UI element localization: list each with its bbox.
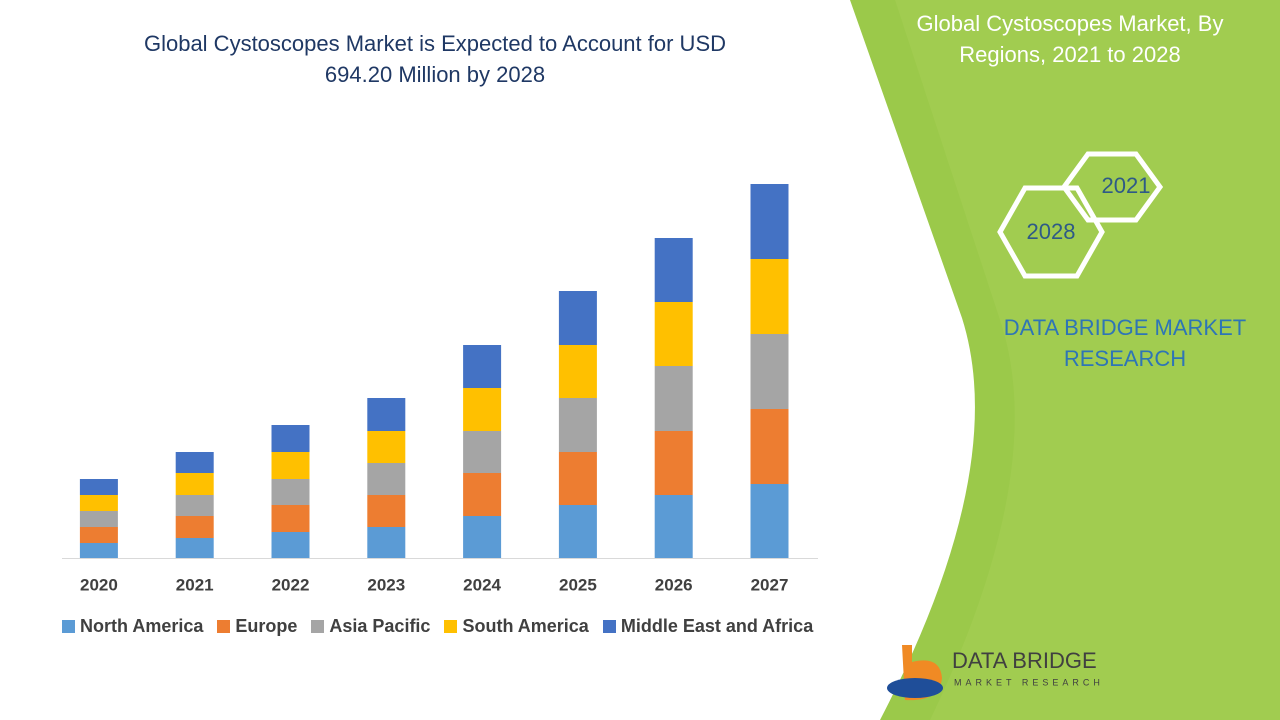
x-tick-label: 2025 — [559, 575, 597, 594]
bar-segment — [175, 495, 214, 516]
hexagon — [997, 185, 1105, 279]
logo-sub: MARKET RESEARCH — [954, 677, 1104, 687]
bar-segment — [175, 473, 214, 495]
legend-label: North America — [80, 616, 204, 636]
bar-segment — [367, 431, 406, 463]
bar-segment — [271, 425, 310, 452]
x-tick-label: 2024 — [463, 575, 501, 594]
x-tick-label: 2021 — [176, 575, 214, 594]
bar-segment — [271, 532, 310, 558]
legend-item: Asia Pacific — [311, 616, 430, 637]
legend-swatch — [602, 620, 616, 633]
brand: DATA BRIDGE MARKET RESEARCH — [1003, 315, 1247, 371]
bar-segment — [750, 484, 789, 558]
green-panel-shade — [895, 0, 1280, 720]
bar-segment — [79, 495, 118, 511]
bar-segment — [79, 479, 118, 495]
bar-segment — [463, 516, 502, 558]
bar-segment — [558, 291, 597, 345]
bar-segment — [271, 452, 310, 479]
panel-title: Global Cystoscopes Market, By Regions, 2… — [916, 11, 1224, 67]
legend-swatch — [311, 620, 325, 633]
bar-segment — [558, 452, 597, 505]
legend-swatch — [444, 620, 458, 633]
hex-label: 2028 — [1027, 219, 1076, 244]
legend-item: North America — [62, 616, 203, 637]
x-tick-label: 2026 — [655, 575, 693, 594]
x-tick-label: 2023 — [367, 575, 405, 594]
bar-segment — [271, 479, 310, 505]
x-tick-label: 2020 — [80, 575, 118, 594]
bar-segment — [463, 388, 502, 431]
bar-segment — [463, 473, 502, 516]
bar-segment — [558, 345, 597, 398]
legend-label: Europe — [235, 616, 298, 636]
legend-item: South America — [444, 616, 589, 637]
bar-segment — [750, 334, 789, 409]
chart-title: Global Cystoscopes Market is Expected to… — [143, 31, 727, 87]
legend-label: Middle East and Africa — [620, 616, 814, 636]
bar-segment — [654, 495, 693, 558]
bar-segment — [271, 505, 310, 532]
bar-segment — [654, 366, 693, 431]
legend-label: South America — [462, 616, 589, 636]
x-tick-label: 2027 — [751, 575, 789, 594]
legend-swatch — [62, 620, 75, 633]
legend-label: Asia Pacific — [329, 616, 431, 636]
logo: DATA BRIDGE MARKET RESEARCH — [887, 645, 1104, 701]
hex-label: 2021 — [1102, 173, 1151, 198]
plot: 2020 2021 2022 2023 2024 2025 2026 2027 — [79, 184, 789, 594]
bar-segment — [175, 538, 214, 558]
legend-item: Europe — [217, 616, 297, 637]
x-tick-label: 2022 — [272, 575, 310, 594]
logo-mark — [887, 678, 943, 698]
logo-name: DATA BRIDGE — [952, 648, 1097, 673]
bar-segment — [654, 302, 693, 366]
bar-segment — [367, 398, 406, 431]
bar-segment — [654, 238, 693, 302]
bar-segment — [750, 259, 789, 334]
bar-segment — [79, 511, 118, 527]
bar-segment — [367, 463, 406, 495]
bar-segment — [463, 431, 502, 473]
bar-segment — [750, 409, 789, 484]
legend-swatch — [217, 620, 231, 633]
bar-segment — [79, 527, 118, 543]
bar-segment — [175, 516, 214, 538]
bar-segment — [367, 495, 406, 527]
bar-segment — [79, 543, 118, 558]
legend-item: Middle East and Africa — [602, 616, 814, 637]
bar-segment — [367, 527, 406, 558]
legend: North America Europe Asia Pacific South Ame… — [62, 616, 813, 637]
bar-segment — [750, 184, 789, 259]
bar-segment — [463, 345, 502, 388]
bar-segment — [558, 398, 597, 452]
bar-segment — [558, 505, 597, 558]
hexagon — [1060, 151, 1164, 223]
bar-segment — [654, 431, 693, 495]
bar-segment — [175, 452, 214, 473]
